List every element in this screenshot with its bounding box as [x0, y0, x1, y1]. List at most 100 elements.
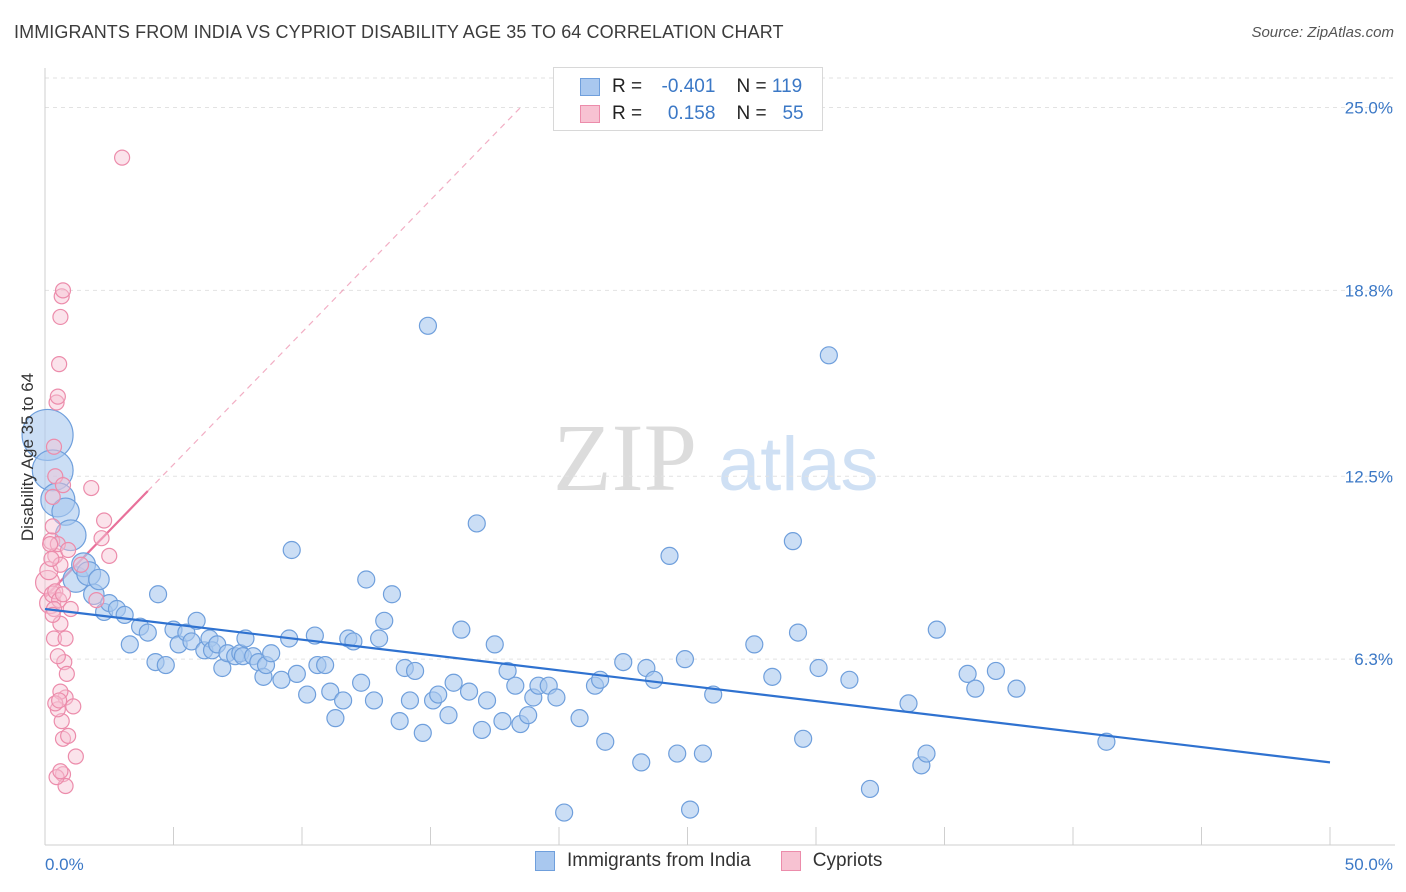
india-point — [485, 635, 504, 654]
india-point — [506, 676, 525, 695]
india-point — [644, 670, 664, 689]
india-point — [1007, 679, 1026, 698]
cypriots-point — [72, 556, 90, 573]
x-tick-label: 0.0% — [45, 855, 84, 874]
axes — [44, 68, 1395, 846]
cypriots-point — [43, 550, 60, 567]
india-point — [326, 709, 345, 728]
india-point — [357, 570, 376, 589]
india-point — [986, 661, 1006, 681]
grid-lines — [45, 77, 1395, 660]
india-point — [321, 682, 340, 701]
cypriots-point — [53, 288, 70, 305]
cypriots-point — [54, 730, 72, 747]
y-tick-label: 18.8% — [1345, 281, 1393, 300]
india-point — [966, 679, 985, 698]
series-legend-cypriots: Cypriots — [780, 850, 883, 872]
cypriots-point — [96, 512, 113, 529]
watermark-atlas: atlas — [718, 422, 879, 507]
india-point — [439, 706, 458, 725]
india-point — [382, 585, 402, 604]
series-legend-india: Immigrants from India — [535, 850, 751, 872]
india-point — [840, 670, 859, 689]
india-point — [596, 732, 615, 751]
india-point — [287, 664, 306, 684]
india-point — [1097, 732, 1116, 751]
india-point — [498, 661, 517, 681]
india-point — [668, 744, 687, 763]
india-point — [334, 691, 353, 710]
india-point — [693, 744, 713, 763]
india-point — [375, 611, 394, 630]
y-axis-title: Disability Age 35 to 64 — [18, 373, 37, 541]
india-point — [958, 664, 977, 684]
cypriots-trend-extension — [147, 107, 521, 492]
cypriots-point — [58, 665, 75, 683]
cypriots-point — [54, 282, 72, 299]
india-point — [148, 585, 168, 604]
series-swatch-cypriots — [780, 851, 801, 871]
india-point — [88, 568, 110, 591]
india-point — [467, 514, 486, 533]
cypriots-point — [49, 648, 66, 665]
india-point — [794, 729, 813, 748]
india-point — [899, 694, 918, 713]
india-point — [927, 620, 946, 639]
cypriots-point — [51, 692, 68, 709]
cypriots-point — [57, 630, 74, 647]
india-point — [390, 711, 409, 731]
india-point — [282, 540, 301, 560]
watermark-zip: ZIP — [553, 404, 697, 511]
india-point — [182, 632, 201, 651]
cypriots-trend — [44, 107, 521, 598]
india-point — [187, 611, 206, 630]
india-point — [763, 667, 782, 686]
cypriots-point — [54, 586, 72, 603]
cypriots-point — [83, 479, 100, 497]
legend-r-value: -0.401 — [661, 76, 716, 97]
cypriots-point — [60, 541, 77, 559]
series-label-india: Immigrants from India — [567, 850, 751, 871]
india-point — [783, 532, 802, 551]
axis-labels: Disability Age 35 to 64 6.3% 12.5% 18.8% 25… — [18, 99, 1393, 875]
series-legend: Immigrants from India Cypriots — [535, 850, 912, 872]
series-label-cypriots: Cypriots — [812, 850, 883, 871]
india-point — [316, 655, 335, 675]
india-point — [660, 546, 679, 566]
y-tick-label: 25.0% — [1345, 99, 1393, 118]
legend-row-cypriots: R = 0.158 N = 55 — [580, 102, 804, 126]
cypriots-point — [52, 308, 69, 326]
india-point — [298, 685, 317, 704]
india-point — [262, 644, 281, 663]
india-point — [413, 723, 432, 743]
india-point — [459, 682, 479, 701]
india-point — [429, 685, 448, 704]
india-point — [444, 673, 463, 692]
india-point — [472, 720, 491, 740]
chart-title: IMMIGRANTS FROM INDIA VS CYPRIOT DISABIL… — [14, 22, 784, 42]
series-swatch-india — [535, 851, 555, 871]
cypriots-point — [67, 748, 84, 765]
cypriots-point — [45, 630, 63, 647]
legend-r-value: 0.158 — [667, 103, 716, 124]
india-point — [418, 316, 438, 335]
india-trend-line — [44, 607, 1331, 764]
legend-swatch-cypriots — [580, 105, 600, 123]
source-credit: Source: ZipAtlas.com — [1251, 24, 1394, 41]
cypriots-point — [62, 600, 79, 618]
india-point — [405, 661, 425, 681]
india-point — [54, 519, 87, 552]
stats-legend: R = -0.401 N = 119 R = 0.158 N = 55 — [553, 67, 823, 131]
cypriots-point — [51, 356, 68, 373]
india-point — [370, 629, 389, 648]
india-point — [400, 691, 420, 710]
cypriots-point — [52, 763, 69, 780]
india-point — [570, 709, 589, 728]
india-point — [477, 691, 497, 710]
india-point — [917, 744, 936, 763]
legend-r-label: R = — [612, 76, 643, 97]
india-point — [614, 652, 633, 672]
cypriots-point — [49, 388, 66, 405]
legend-row-india: R = -0.401 N = 119 — [580, 75, 802, 99]
